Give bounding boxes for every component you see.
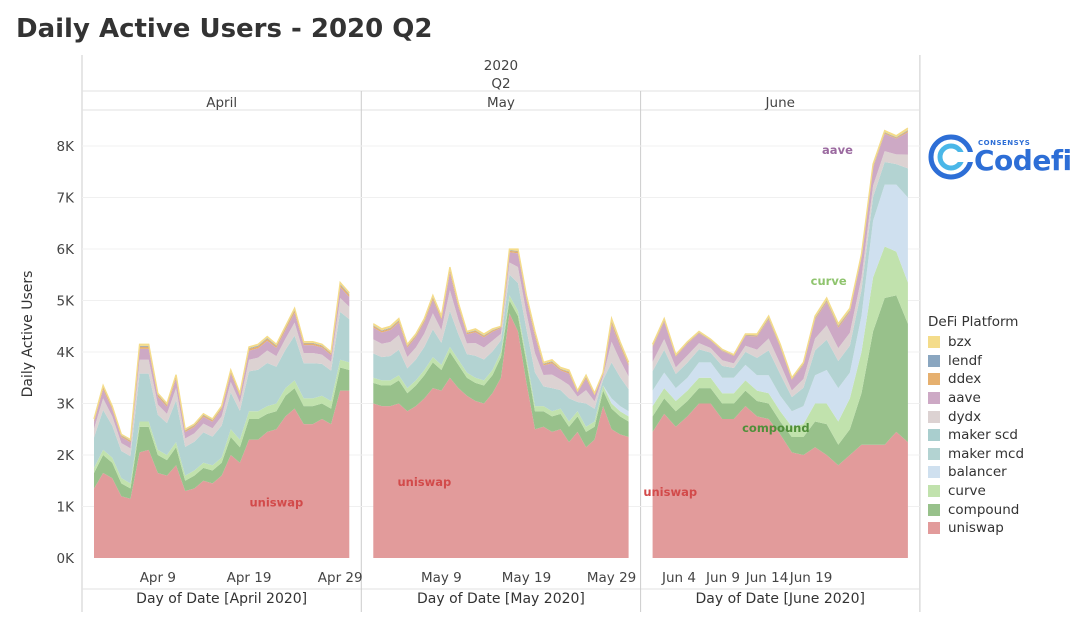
x-tick-label: Jun 4 — [661, 570, 696, 586]
legend-title: DeFi Platform — [928, 314, 1019, 330]
legend-swatch — [928, 373, 940, 386]
area-aave-may — [373, 252, 629, 402]
legend-label: maker scd — [948, 427, 1018, 444]
y-axis-label: Daily Active Users — [20, 271, 36, 398]
inline-label-curve: curve — [811, 274, 847, 288]
legend-label: dydx — [948, 408, 982, 425]
legend-item-curve[interactable]: curve — [928, 482, 1068, 501]
x-tick-label: May 29 — [587, 570, 636, 586]
legend-label: maker mcd — [948, 445, 1025, 462]
area-top-outline-may — [372, 248, 630, 395]
legend-item-lendf[interactable]: lendf — [928, 352, 1068, 371]
area-curve-april — [94, 359, 350, 489]
y-tick-label: 0K — [57, 551, 76, 567]
panel-header-april: April — [206, 95, 237, 111]
panel-header-june: June — [765, 95, 795, 111]
inline-label-uniswap: uniswap — [643, 485, 697, 499]
legend-item-bzx[interactable]: bzx — [928, 333, 1068, 352]
header-quarter: Q2 — [491, 76, 510, 92]
legend-label: aave — [948, 390, 981, 407]
x-tick-label: Jun 9 — [705, 570, 740, 586]
area-balancer-june — [652, 184, 908, 427]
legend-swatch — [928, 447, 940, 460]
area-compound-june — [652, 295, 908, 466]
x-tick-label: Jun 19 — [789, 570, 833, 586]
inline-label-aave: aave — [822, 143, 853, 157]
area-maker-mcd-may — [373, 274, 629, 427]
logo-consensys-text: CONSENSYS — [978, 139, 1031, 147]
legend: DeFi Platform bzx lendf ddex aave dydx maker … — [928, 314, 1068, 538]
y-tick-label: 6K — [57, 242, 76, 258]
legend-label: lendf — [948, 352, 982, 369]
legend-item-compound[interactable]: compound — [928, 500, 1068, 519]
y-tick-label: 8K — [57, 139, 76, 155]
legend-label: ddex — [948, 371, 982, 388]
legend-label: bzx — [948, 334, 972, 351]
y-tick-label: 7K — [57, 191, 76, 207]
area-dydx-april — [94, 297, 350, 457]
header-year: 2020 — [484, 58, 518, 74]
y-tick-label: 4K — [57, 345, 76, 361]
area-curve-june — [652, 246, 908, 445]
area-aave-june — [652, 132, 908, 391]
legend-swatch — [928, 429, 940, 442]
area-top-outline-june — [651, 127, 909, 380]
inline-label-uniswap: uniswap — [397, 475, 451, 489]
codefi-logo: CONSENSYS Codefi — [928, 134, 1078, 184]
area-maker-mcd-june — [652, 161, 908, 412]
legend-label: uniswap — [948, 520, 1004, 537]
legend-label: compound — [948, 501, 1020, 518]
area-uniswap-june — [652, 403, 908, 558]
legend-item-uniswap[interactable]: uniswap — [928, 519, 1068, 538]
legend-swatch — [928, 410, 940, 423]
chart-title: Daily Active Users - 2020 Q2 — [16, 14, 433, 44]
legend-item-maker-mcd[interactable]: maker mcd — [928, 445, 1068, 464]
legend-swatch — [928, 466, 940, 479]
legend-swatch — [928, 485, 940, 498]
legend-item-aave[interactable]: aave — [928, 389, 1068, 408]
area-dydx-may — [373, 262, 629, 409]
area-uniswap-may — [373, 313, 629, 558]
legend-label: balancer — [948, 464, 1007, 481]
y-tick-label: 1K — [57, 500, 76, 516]
x-tick-label: Apr 19 — [227, 570, 272, 586]
legend-items: bzx lendf ddex aave dydx maker scd maker mcd ba… — [928, 333, 1068, 538]
area-uniswap-april — [94, 390, 350, 558]
legend-swatch — [928, 392, 940, 405]
x-axis-label-may: Day of Date [May 2020] — [417, 591, 585, 607]
legend-item-balancer[interactable]: balancer — [928, 463, 1068, 482]
logo-codefi-text: Codefi — [974, 144, 1072, 177]
x-tick-label: Jun 14 — [745, 570, 789, 586]
legend-swatch — [928, 522, 940, 535]
y-tick-label: 3K — [57, 397, 76, 413]
legend-swatch — [928, 503, 940, 516]
x-tick-label: May 9 — [421, 570, 462, 586]
x-tick-label: May 19 — [502, 570, 551, 586]
x-tick-label: Apr 29 — [318, 570, 363, 586]
x-tick-label: Apr 9 — [140, 570, 176, 586]
y-tick-label: 5K — [57, 294, 76, 310]
legend-item-maker-scd[interactable]: maker scd — [928, 426, 1068, 445]
inline-label-compound: compound — [742, 421, 809, 435]
area-maker-mcd-april — [94, 311, 350, 484]
inline-label-uniswap: uniswap — [249, 496, 303, 510]
area-compound-april — [94, 367, 350, 499]
legend-item-ddex[interactable]: ddex — [928, 370, 1068, 389]
legend-item-dydx[interactable]: dydx — [928, 407, 1068, 426]
legend-label: curve — [948, 483, 986, 500]
legend-swatch — [928, 354, 940, 367]
panel-header-may: May — [487, 95, 515, 111]
legend-swatch — [928, 336, 940, 349]
area-top-outline-april — [93, 280, 350, 441]
area-aave-april — [94, 287, 350, 449]
area-compound-may — [373, 300, 629, 448]
codefi-logo-icon — [928, 134, 974, 180]
x-axis-label-april: Day of Date [April 2020] — [136, 591, 307, 607]
y-tick-label: 2K — [57, 448, 76, 464]
x-axis-label-june: Day of Date [June 2020] — [696, 591, 865, 607]
